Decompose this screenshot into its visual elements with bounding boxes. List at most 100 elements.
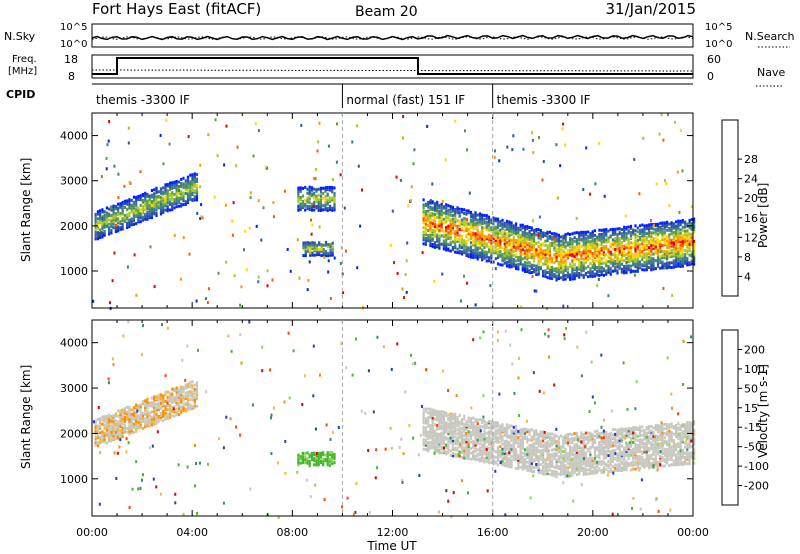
heatmap-cell: [634, 229, 637, 233]
heatmap-cell: [465, 248, 468, 252]
heatmap-cell: [481, 213, 484, 217]
heatmap-cell: [638, 230, 642, 234]
heatmap-cell: [591, 445, 594, 449]
heatmap-cell: [611, 269, 615, 273]
heatmap-cell: [596, 239, 599, 243]
heatmap-cell: [641, 462, 644, 466]
heatmap-cell: [519, 460, 522, 464]
heatmap-cell: [319, 186, 323, 190]
heatmap-cell: [670, 255, 673, 259]
heatmap-cell: [560, 473, 563, 476]
heatmap-cell: [679, 262, 682, 266]
heatmap-cell: [551, 241, 554, 245]
heatmap-cell: [499, 436, 502, 440]
heatmap-cell: [569, 237, 572, 241]
heatmap-cell: [517, 454, 520, 458]
date-label: 31/Jan/2015: [606, 0, 697, 18]
heatmap-cell: [548, 442, 551, 446]
heatmap-cell: [551, 432, 554, 436]
heatmap-cell: [472, 456, 475, 460]
heatmap-cell: [117, 221, 120, 225]
heatmap-cell: [679, 459, 682, 463]
heatmap-cell: [141, 200, 144, 204]
heatmap-cell: [585, 146, 588, 150]
heatmap-cell: [645, 433, 648, 437]
heatmap-cell: [521, 439, 524, 443]
heatmap-cell: [618, 266, 621, 270]
heatmap-cell: [474, 234, 477, 238]
heatmap-cell: [389, 243, 392, 247]
heatmap-cell: [501, 246, 504, 250]
heatmap-cell: [427, 430, 430, 434]
heatmap-cell: [542, 233, 545, 237]
heatmap-cell: [168, 192, 172, 196]
heatmap-cell: [643, 252, 646, 256]
heatmap-cell: [566, 248, 569, 252]
heatmap-cell: [438, 451, 441, 455]
heatmap-cell: [465, 252, 468, 256]
heatmap-cell: [180, 184, 183, 188]
heatmap-cell: [537, 257, 540, 261]
heatmap-cell: [645, 443, 648, 447]
heatmap-cell: [686, 452, 689, 456]
heatmap-cell: [444, 158, 447, 162]
heatmap-cell: [510, 458, 513, 462]
heatmap-cell: [319, 198, 323, 202]
heatmap-cell: [485, 235, 488, 239]
heatmap-cell: [427, 449, 430, 453]
heatmap-cell: [686, 445, 689, 449]
heatmap-cell: [672, 263, 675, 267]
heatmap-cell: [454, 426, 457, 429]
heatmap-cell: [177, 189, 181, 192]
heatmap-cell: [636, 251, 639, 255]
heatmap-cell: [575, 270, 578, 274]
heatmap-cell: [551, 243, 554, 247]
heatmap-cell: [546, 266, 549, 270]
heatmap-cell: [94, 217, 97, 221]
heatmap-cell: [429, 218, 432, 222]
heatmap-cell: [472, 239, 475, 243]
heatmap-cell: [584, 266, 587, 270]
heatmap-cell: [139, 208, 142, 212]
heatmap-cell: [638, 243, 642, 247]
heatmap-cell: [600, 436, 603, 440]
heatmap-cell: [533, 289, 536, 293]
heatmap-cell: [598, 253, 601, 257]
heatmap-cell: [641, 263, 644, 267]
heatmap-cell: [324, 206, 327, 210]
heatmap-cell: [684, 428, 687, 431]
heatmap-cell: [650, 231, 653, 235]
heatmap-cell: [539, 430, 542, 434]
heatmap-cell: [454, 442, 457, 445]
heatmap-cell: [636, 263, 639, 267]
heatmap-cell: [551, 464, 554, 468]
heatmap-cell: [569, 240, 572, 244]
heatmap-cell: [449, 432, 452, 436]
heatmap-cell: [481, 451, 484, 455]
heatmap-cell: [627, 264, 630, 268]
heatmap-cell: [433, 222, 436, 226]
heatmap-cell: [496, 262, 500, 266]
heatmap-cell: [195, 190, 199, 194]
heatmap-cell: [310, 194, 314, 198]
heatmap-cell: [424, 224, 427, 228]
heatmap-cell: [578, 435, 581, 439]
heatmap-cell: [503, 223, 506, 227]
heatmap-cell: [526, 264, 529, 268]
heatmap-cell: [438, 216, 441, 219]
heatmap-cell: [656, 226, 660, 230]
heatmap-cell: [445, 209, 448, 213]
heatmap-cell: [333, 198, 336, 202]
heatmap-cell: [668, 233, 671, 237]
heatmap-cell: [675, 463, 678, 467]
heatmap-cell: [675, 252, 678, 255]
heatmap-cell: [467, 252, 470, 256]
heatmap-cell: [609, 457, 612, 461]
heatmap-cell: [195, 177, 199, 181]
heatmap-cell: [564, 244, 567, 248]
heatmap-cell: [505, 430, 509, 434]
heatmap-cell: [548, 457, 551, 461]
heatmap-cell: [562, 274, 565, 278]
heatmap-cell: [589, 467, 592, 471]
heatmap-cell: [663, 223, 666, 227]
